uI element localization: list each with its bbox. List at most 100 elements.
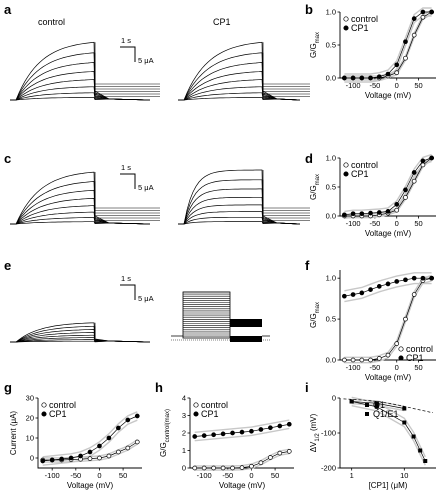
data-point	[211, 432, 216, 438]
data-point	[258, 427, 264, 432]
individual-trace	[344, 153, 432, 213]
data-point	[277, 450, 283, 456]
data-point	[385, 71, 391, 77]
x-tick-label: 0	[97, 471, 101, 480]
data-point	[192, 465, 198, 471]
legend-marker	[398, 355, 404, 361]
data-point	[368, 210, 373, 216]
x-axis-label: Voltage (mV)	[365, 373, 412, 382]
individual-trace	[42, 411, 138, 458]
y-tick-label: 0.5	[326, 315, 336, 324]
y-tick-label: 0.5	[326, 41, 336, 50]
panel-label-e: e	[4, 258, 11, 273]
data-point	[277, 423, 283, 429]
trace-family-e-small	[10, 322, 151, 343]
panel-label-f: f	[305, 258, 310, 273]
x-tick-label: 0	[249, 471, 253, 480]
data-point	[420, 9, 426, 15]
data-point	[385, 281, 391, 287]
data-point	[239, 465, 245, 470]
data-point	[220, 431, 226, 437]
scale-bar-e: 1 s 5 μA	[120, 274, 154, 303]
data-point	[286, 449, 292, 454]
data-point	[201, 465, 207, 471]
x-tick-label: 50	[119, 471, 127, 480]
data-point	[359, 290, 365, 296]
data-point	[211, 465, 216, 471]
data-point	[192, 434, 198, 439]
data-point	[385, 352, 391, 358]
data-point	[403, 316, 408, 322]
scale-bar-time: 1 s	[121, 274, 131, 283]
scale-bar-current: 5 μA	[138, 183, 154, 192]
data-point	[385, 209, 391, 214]
legend-marker	[343, 16, 349, 22]
data-point	[376, 210, 382, 215]
individual-trace	[344, 280, 432, 364]
axes	[37, 398, 142, 469]
x-tick-label: -100	[346, 219, 361, 228]
data-point	[376, 74, 382, 80]
trace-title-control: control	[38, 17, 65, 27]
x-tick-label: -50	[369, 81, 380, 90]
y-tick-label: 3	[182, 411, 186, 420]
individual-trace	[351, 405, 426, 466]
individual-trace	[344, 274, 432, 358]
individual-trace	[344, 7, 432, 75]
data-point	[134, 439, 140, 445]
data-point	[394, 207, 400, 213]
legend-label: control	[49, 400, 76, 410]
data-point	[97, 443, 102, 449]
y-tick-label: 4	[182, 394, 186, 403]
panel-label-h: h	[155, 380, 163, 395]
x-tick-label: -50	[369, 219, 380, 228]
panel-label-a: a	[4, 2, 12, 17]
data-point	[403, 195, 408, 200]
individual-trace	[42, 419, 138, 466]
data-point	[394, 202, 400, 207]
y-axis-label: G/Gmax	[309, 302, 321, 328]
x-tick-label: -100	[346, 81, 361, 90]
y-axis-label: Current (μA)	[9, 411, 18, 456]
panel-label-d: d	[305, 151, 313, 166]
data-point	[403, 39, 408, 45]
y-axis-label: G/Gmax	[309, 32, 321, 58]
data-point	[134, 413, 140, 419]
x-tick-label: 50	[271, 471, 279, 480]
data-point	[342, 75, 347, 81]
x-tick-label: 50	[414, 219, 422, 228]
chart-b: -100 -50 0 50 0.0 0.5 1.0 Voltage (mV) G/Gmax con…	[309, 7, 436, 100]
x-tick-label: 0	[395, 81, 399, 90]
x-tick-label: 50	[414, 363, 422, 372]
data-point	[429, 275, 434, 281]
data-point	[342, 293, 347, 299]
data-point	[49, 457, 55, 463]
data-point	[116, 425, 121, 431]
trace-title-cp1: CP1	[213, 17, 231, 27]
data-point	[106, 453, 112, 459]
data-point	[420, 162, 426, 168]
legend-label: CP1	[201, 409, 219, 419]
y-axis-label: ΔV1/2 (mV)	[309, 413, 321, 452]
y-tick-label: 1.0	[326, 154, 336, 163]
y-tick-label: 20	[26, 414, 34, 423]
data-point	[368, 287, 373, 292]
y-tick-label: 0	[332, 394, 336, 403]
data-point	[116, 449, 121, 455]
trace-family-a-act	[178, 41, 310, 101]
data-point	[411, 32, 417, 38]
x-tick-label: -50	[369, 363, 380, 372]
y-tick-label: 0.0	[326, 356, 336, 365]
legend-label: CP1	[351, 169, 369, 179]
data-point	[411, 170, 417, 175]
x-tick-label: -50	[222, 471, 233, 480]
data-point	[268, 425, 273, 431]
data-point	[429, 155, 434, 161]
legend-marker	[365, 403, 369, 407]
x-axis-label: Voltage (mV)	[219, 481, 266, 490]
legend-marker	[343, 171, 349, 177]
y-tick-label: 0.0	[326, 212, 336, 221]
data-point	[402, 406, 407, 411]
scale-bar-current: 5 μA	[138, 294, 154, 303]
